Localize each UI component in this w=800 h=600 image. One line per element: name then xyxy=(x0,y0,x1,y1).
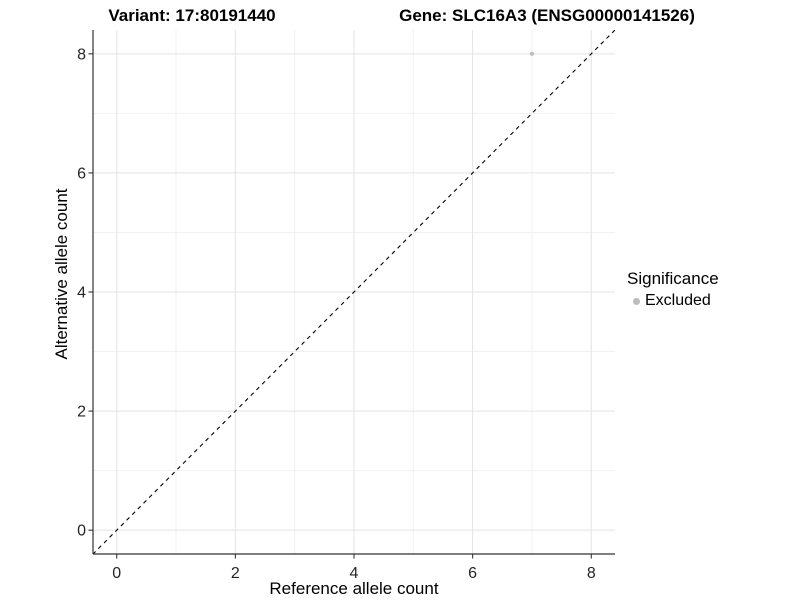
x-axis-tick-labels: 0 2 4 6 8 xyxy=(112,565,596,582)
data-points xyxy=(529,51,535,56)
legend-item-label: Excluded xyxy=(645,292,711,309)
y-tick-label: 4 xyxy=(77,285,86,302)
plot-title-variant: Variant: 17:80191440 xyxy=(108,6,276,25)
x-tick-label: 4 xyxy=(350,565,359,582)
x-axis-title: Reference allele count xyxy=(269,579,439,598)
identity-line xyxy=(93,30,615,554)
y-tick-label: 2 xyxy=(77,404,86,421)
y-tick-label: 0 xyxy=(77,523,86,540)
legend-title: Significance xyxy=(627,269,719,288)
x-tick-label: 2 xyxy=(231,565,240,582)
excluded-point-icon xyxy=(633,297,640,305)
data-point xyxy=(529,51,535,56)
y-tick-label: 6 xyxy=(77,165,86,182)
plot-title-gene: Gene: SLC16A3 (ENSG00000141526) xyxy=(399,6,695,25)
legend: Significance Excluded xyxy=(627,269,719,310)
identity-line-group xyxy=(93,30,615,554)
legend-item-excluded: Excluded xyxy=(633,292,719,310)
x-tick-label: 0 xyxy=(112,565,121,582)
axis-tick-marks xyxy=(88,53,592,559)
x-tick-label: 6 xyxy=(468,565,477,582)
y-axis-tick-labels: 0 2 4 6 8 xyxy=(77,46,86,539)
y-axis-title: Alternative allele count xyxy=(52,188,71,360)
y-tick-label: 8 xyxy=(77,46,86,63)
x-tick-label: 8 xyxy=(587,565,596,582)
